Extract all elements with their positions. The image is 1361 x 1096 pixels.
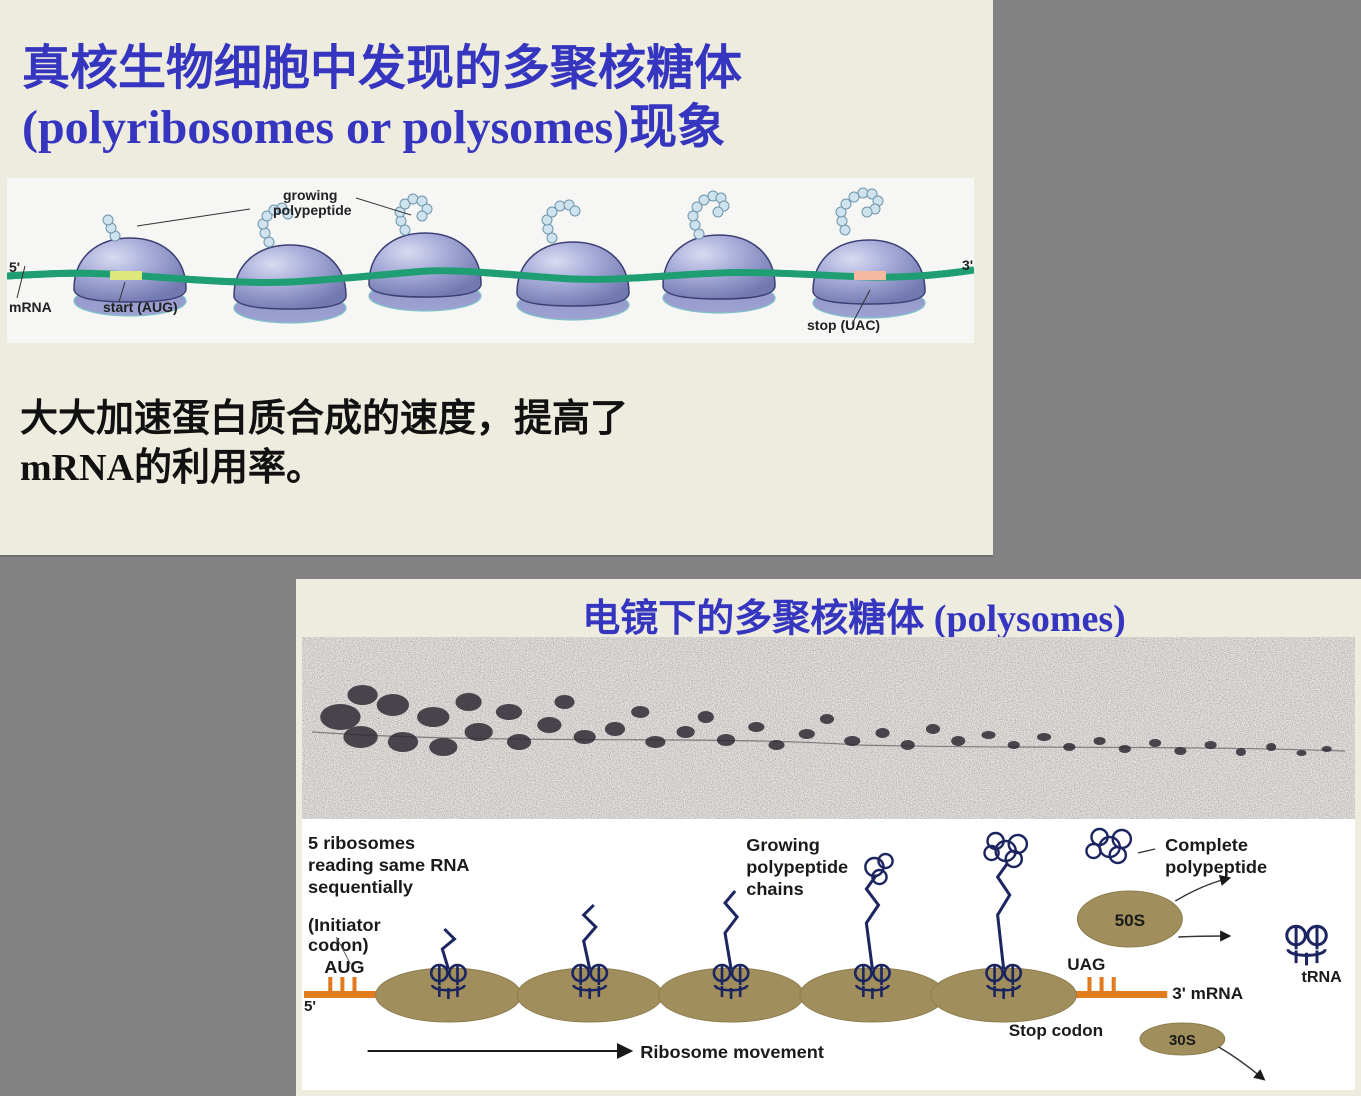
- svg-text:Stop codon: Stop codon: [1009, 1021, 1103, 1040]
- svg-text:tRNA: tRNA: [1301, 968, 1342, 986]
- svg-text:Complete: Complete: [1165, 835, 1248, 855]
- svg-text:growing: growing: [283, 187, 337, 203]
- svg-text:reading same RNA: reading same RNA: [308, 855, 470, 875]
- svg-text:Growing: Growing: [746, 835, 820, 855]
- svg-text:mRNA: mRNA: [9, 299, 52, 315]
- svg-text:5': 5': [9, 259, 20, 275]
- svg-text:3': 3': [962, 257, 973, 273]
- svg-text:(Initiator: (Initiator: [308, 915, 381, 935]
- svg-text:3' mRNA: 3' mRNA: [1172, 984, 1243, 1003]
- svg-text:sequentially: sequentially: [308, 877, 413, 897]
- svg-text:stop (UAC): stop (UAC): [807, 317, 880, 333]
- svg-text:chains: chains: [746, 879, 804, 899]
- svg-text:polypeptide: polypeptide: [746, 857, 848, 877]
- svg-text:start (AUG): start (AUG): [103, 299, 178, 315]
- svg-text:5': 5': [304, 998, 316, 1015]
- svg-text:UAG: UAG: [1067, 955, 1105, 974]
- svg-text:polypeptide: polypeptide: [1165, 857, 1267, 877]
- svg-text:polypeptide: polypeptide: [273, 202, 352, 218]
- svg-text:Ribosome movement: Ribosome movement: [640, 1042, 824, 1062]
- svg-text:50S: 50S: [1115, 911, 1146, 930]
- svg-text:30S: 30S: [1169, 1032, 1196, 1049]
- svg-text:codon): codon): [308, 935, 369, 955]
- svg-text:5 ribosomes: 5 ribosomes: [308, 833, 415, 853]
- svg-text:AUG: AUG: [324, 957, 364, 977]
